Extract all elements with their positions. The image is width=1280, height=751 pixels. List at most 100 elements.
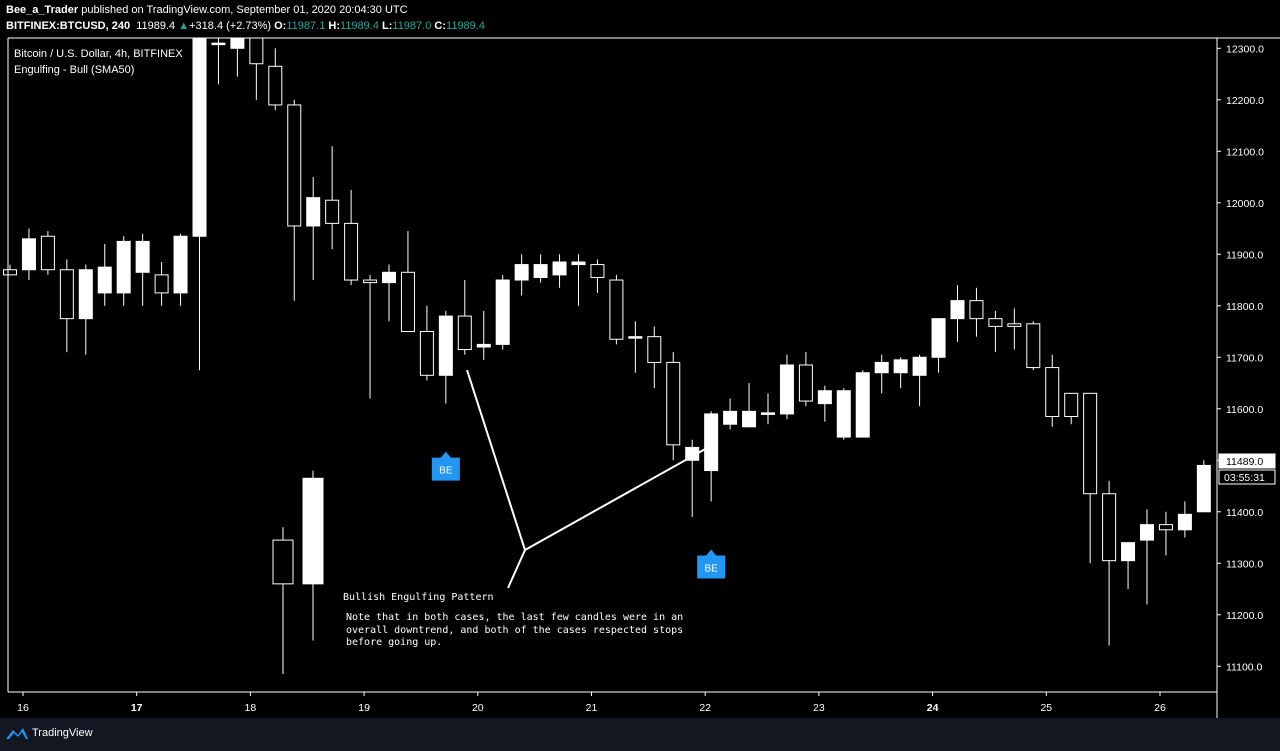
candle-body-up [836,390,851,438]
x-tick-label: 24 [927,702,939,714]
candle-body-up [552,261,567,276]
candle [912,354,927,407]
price-chart[interactable]: BE BE 11100.011200.011300.011400.011500.0… [0,0,1280,718]
candle [59,259,74,353]
candle-body-up [628,336,643,339]
y-tick-labels: 11100.011200.011300.011400.011500.011600… [1217,43,1264,673]
annotation-note: Note that in both cases, the last few ca… [346,612,684,648]
marker-label: BE [704,563,718,574]
candle [173,233,188,306]
x-tick-labels: 16 17 18 19 20 21 22 23 24 25 26 [17,692,1166,714]
tradingview-logo-icon [6,728,28,739]
candle [306,177,321,281]
candle-body-down [272,539,294,585]
candle-body-down [590,264,605,278]
candle [457,280,472,355]
candle-body-down [798,364,813,402]
candle-body-down [1026,323,1041,369]
x-tick-label: 22 [699,702,711,714]
candle-body-up [211,42,226,46]
candle [685,439,700,517]
candle [40,231,55,275]
brand-name: TradingView [32,727,93,739]
y-tick-label: 11800.0 [1226,301,1263,313]
brand[interactable]: TradingView [6,727,93,739]
candle [836,388,851,440]
candle-body-down [59,269,74,320]
candle [1121,542,1136,590]
candle-body-down [287,104,302,227]
inset-candles [272,470,324,674]
current-price-label: 11489.0 03:55:31 [1218,453,1276,485]
y-tick-label: 11200.0 [1226,610,1263,622]
candle [325,146,340,250]
candle [97,243,112,306]
high-label: H: [328,20,340,32]
y-tick-label: 11600.0 [1226,404,1263,416]
candle-body-down [647,336,662,363]
engulfing-markers: BE BE [431,451,726,579]
engulfing-marker: BE [697,549,726,579]
candle [855,370,870,438]
candle [533,254,548,283]
candle [1045,354,1060,427]
symbol-label[interactable]: BITFINEX:BTCUSD, 240 [6,20,131,32]
candle [1083,392,1098,564]
candle [419,305,434,381]
candle-body-up [173,235,188,294]
candle [344,189,359,286]
legend-indicator[interactable]: Engulfing - Bull (SMA50) [14,64,135,76]
y-tick-label: 12300.0 [1226,43,1264,55]
candle [135,233,150,306]
candle-body-up [78,269,93,320]
candle-body-down [609,279,624,340]
candle-body-down [1083,392,1098,495]
candle-body-up [1177,513,1192,531]
candle [1102,480,1117,646]
candle [476,310,491,360]
candle-body-up [21,238,36,271]
low-label: L: [382,20,393,32]
change-arrow-icon: ▲ [178,20,190,32]
y-tick-label: 12200.0 [1226,95,1264,107]
y-tick-label: 11700.0 [1226,352,1263,364]
x-tick-label: 20 [472,702,484,714]
annotation-title: Bullish Engulfing Pattern [343,592,494,603]
candle [647,326,662,389]
candle-body-down [3,269,17,276]
candle-body-down [1064,392,1079,417]
candle-body-up [495,279,510,345]
x-tick-label: 19 [358,702,370,714]
candle-body-down [969,300,984,320]
candle [495,274,510,350]
annotation-lines [466,369,717,589]
publisher-name[interactable]: Bee_a_Trader [6,4,79,16]
candle-body-up [742,410,757,428]
marker-badge [431,451,460,481]
candle-body-down [457,315,472,351]
candle-body-down [988,318,1003,327]
candle-body-up [893,359,908,374]
candle-body-down [1102,493,1117,562]
candle [211,38,226,85]
candle [438,310,453,404]
candle [1177,501,1192,538]
x-tick-label: 23 [813,702,825,714]
candle-body-up [761,412,775,415]
y-tick-label: 11900.0 [1226,249,1263,261]
open-label: O: [274,20,287,32]
bar-countdown-text: 03:55:31 [1224,472,1265,484]
candle-body-up [704,413,719,472]
marker-label: BE [439,466,453,477]
candle-body-up [1140,524,1154,541]
candle [761,393,775,425]
candle [382,264,396,322]
candle [590,259,605,293]
footer-bar: TradingView [0,718,1280,751]
candle-body-up [1196,464,1211,513]
x-tick-label: 21 [586,702,598,714]
candle [628,321,643,373]
candle-body-up [931,318,946,358]
price-change: +318.4 (+2.73%) [189,20,272,32]
candle [249,37,264,100]
